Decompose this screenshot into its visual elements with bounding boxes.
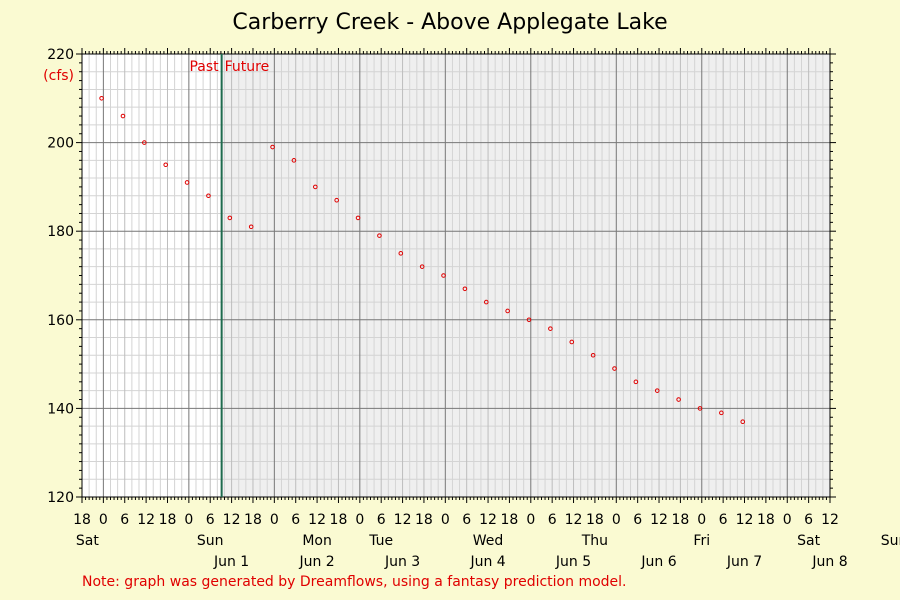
x-tick-label: 18: [330, 512, 348, 528]
x-tick-label: 12: [137, 512, 155, 528]
x-tick-label: 18: [73, 512, 91, 528]
date-label: Jun 3: [384, 554, 420, 570]
x-tick-label: 0: [355, 512, 364, 528]
data-point: [654, 388, 660, 393]
y-tick-label: 220: [47, 47, 74, 63]
data-point: [697, 406, 703, 411]
x-tick-label: 12: [394, 512, 412, 528]
x-tick-label: 0: [783, 512, 792, 528]
day-label: Sat: [76, 533, 99, 549]
data-point: [206, 193, 211, 199]
x-tick-label: 6: [291, 512, 300, 528]
x-tick-label: 12: [479, 512, 497, 528]
data-point: [377, 233, 382, 238]
x-tick-label: 0: [99, 512, 108, 528]
x-tick-label: 12: [650, 512, 668, 528]
date-label: Jun 7: [726, 554, 762, 570]
x-tick-label: 18: [244, 512, 262, 528]
data-point: [526, 317, 532, 323]
day-label: Fri: [693, 533, 710, 549]
x-tick-label: 12: [736, 512, 754, 528]
x-tick-label: 18: [586, 512, 604, 528]
y-axis-label: (cfs): [43, 68, 74, 84]
x-tick-label: 6: [804, 512, 813, 528]
data-point: [441, 273, 446, 278]
data-point: [590, 352, 596, 358]
x-tick-label: 0: [441, 512, 450, 528]
data-point: [462, 286, 468, 292]
x-tick-label: 18: [415, 512, 433, 528]
data-point: [120, 113, 126, 119]
y-tick-label: 200: [47, 136, 74, 152]
chart-title: Carberry Creek - Above Applegate Lake: [232, 10, 668, 35]
day-label: Thu: [581, 533, 608, 549]
day-label: Wed: [473, 533, 504, 549]
date-label: Jun 4: [469, 554, 505, 570]
x-tick-label: 6: [719, 512, 728, 528]
x-tick-label: 18: [671, 512, 689, 528]
x-tick-label: 0: [270, 512, 279, 528]
data-point: [248, 224, 254, 230]
x-tick-label: 12: [821, 512, 839, 528]
data-point: [419, 264, 425, 269]
x-tick-label: 6: [548, 512, 557, 528]
data-point: [612, 366, 617, 371]
x-tick-label: 0: [697, 512, 706, 528]
x-tick-label: 18: [757, 512, 775, 528]
data-point: [719, 410, 724, 416]
data-point: [676, 397, 681, 402]
x-tick-label: 12: [565, 512, 583, 528]
day-label: Sun: [881, 533, 900, 549]
x-tick-label: 6: [633, 512, 642, 528]
day-label: Tue: [368, 533, 393, 549]
date-label: Jun 1: [213, 554, 249, 570]
x-tick-label: 12: [223, 512, 241, 528]
x-tick-label: 6: [120, 512, 129, 528]
day-label: Sun: [197, 533, 224, 549]
y-tick-label: 160: [47, 313, 74, 329]
x-tick-label: 6: [377, 512, 386, 528]
x-tick-label: 18: [159, 512, 177, 528]
data-point: [398, 251, 404, 256]
data-point: [313, 184, 318, 190]
future-label: Future: [225, 59, 270, 75]
data-point: [291, 158, 297, 163]
y-tick-label: 140: [47, 401, 74, 417]
date-label: Jun 2: [298, 554, 334, 570]
x-tick-label: 0: [184, 512, 193, 528]
data-point: [184, 180, 190, 185]
date-label: Jun 6: [640, 554, 676, 570]
data-point: [355, 215, 361, 221]
data-point: [633, 379, 639, 385]
data-point: [99, 96, 104, 101]
x-tick-label: 0: [612, 512, 621, 528]
date-label: Jun 8: [811, 554, 847, 570]
x-tick-label: 18: [501, 512, 519, 528]
date-label: Jun 5: [555, 554, 591, 570]
day-label: Mon: [302, 533, 332, 549]
x-tick-label: 12: [308, 512, 326, 528]
x-tick-label: 6: [462, 512, 471, 528]
past-region: [82, 54, 222, 497]
x-tick-label: 0: [526, 512, 535, 528]
y-tick-label: 180: [47, 224, 74, 240]
data-point: [227, 215, 233, 221]
y-tick-label: 120: [47, 490, 74, 506]
data-point: [163, 162, 169, 168]
data-point: [548, 326, 553, 331]
data-point: [142, 140, 147, 145]
data-point: [483, 299, 489, 305]
data-point: [334, 197, 339, 203]
data-point: [505, 308, 510, 314]
x-tick-label: 6: [206, 512, 215, 528]
day-label: Sat: [797, 533, 820, 549]
data-point: [740, 419, 746, 424]
past-label: Past: [189, 59, 219, 75]
chart-note: Note: graph was generated by Dreamflows,…: [82, 574, 627, 590]
data-point: [569, 339, 575, 345]
future-region: [221, 54, 831, 497]
data-point: [270, 144, 275, 150]
